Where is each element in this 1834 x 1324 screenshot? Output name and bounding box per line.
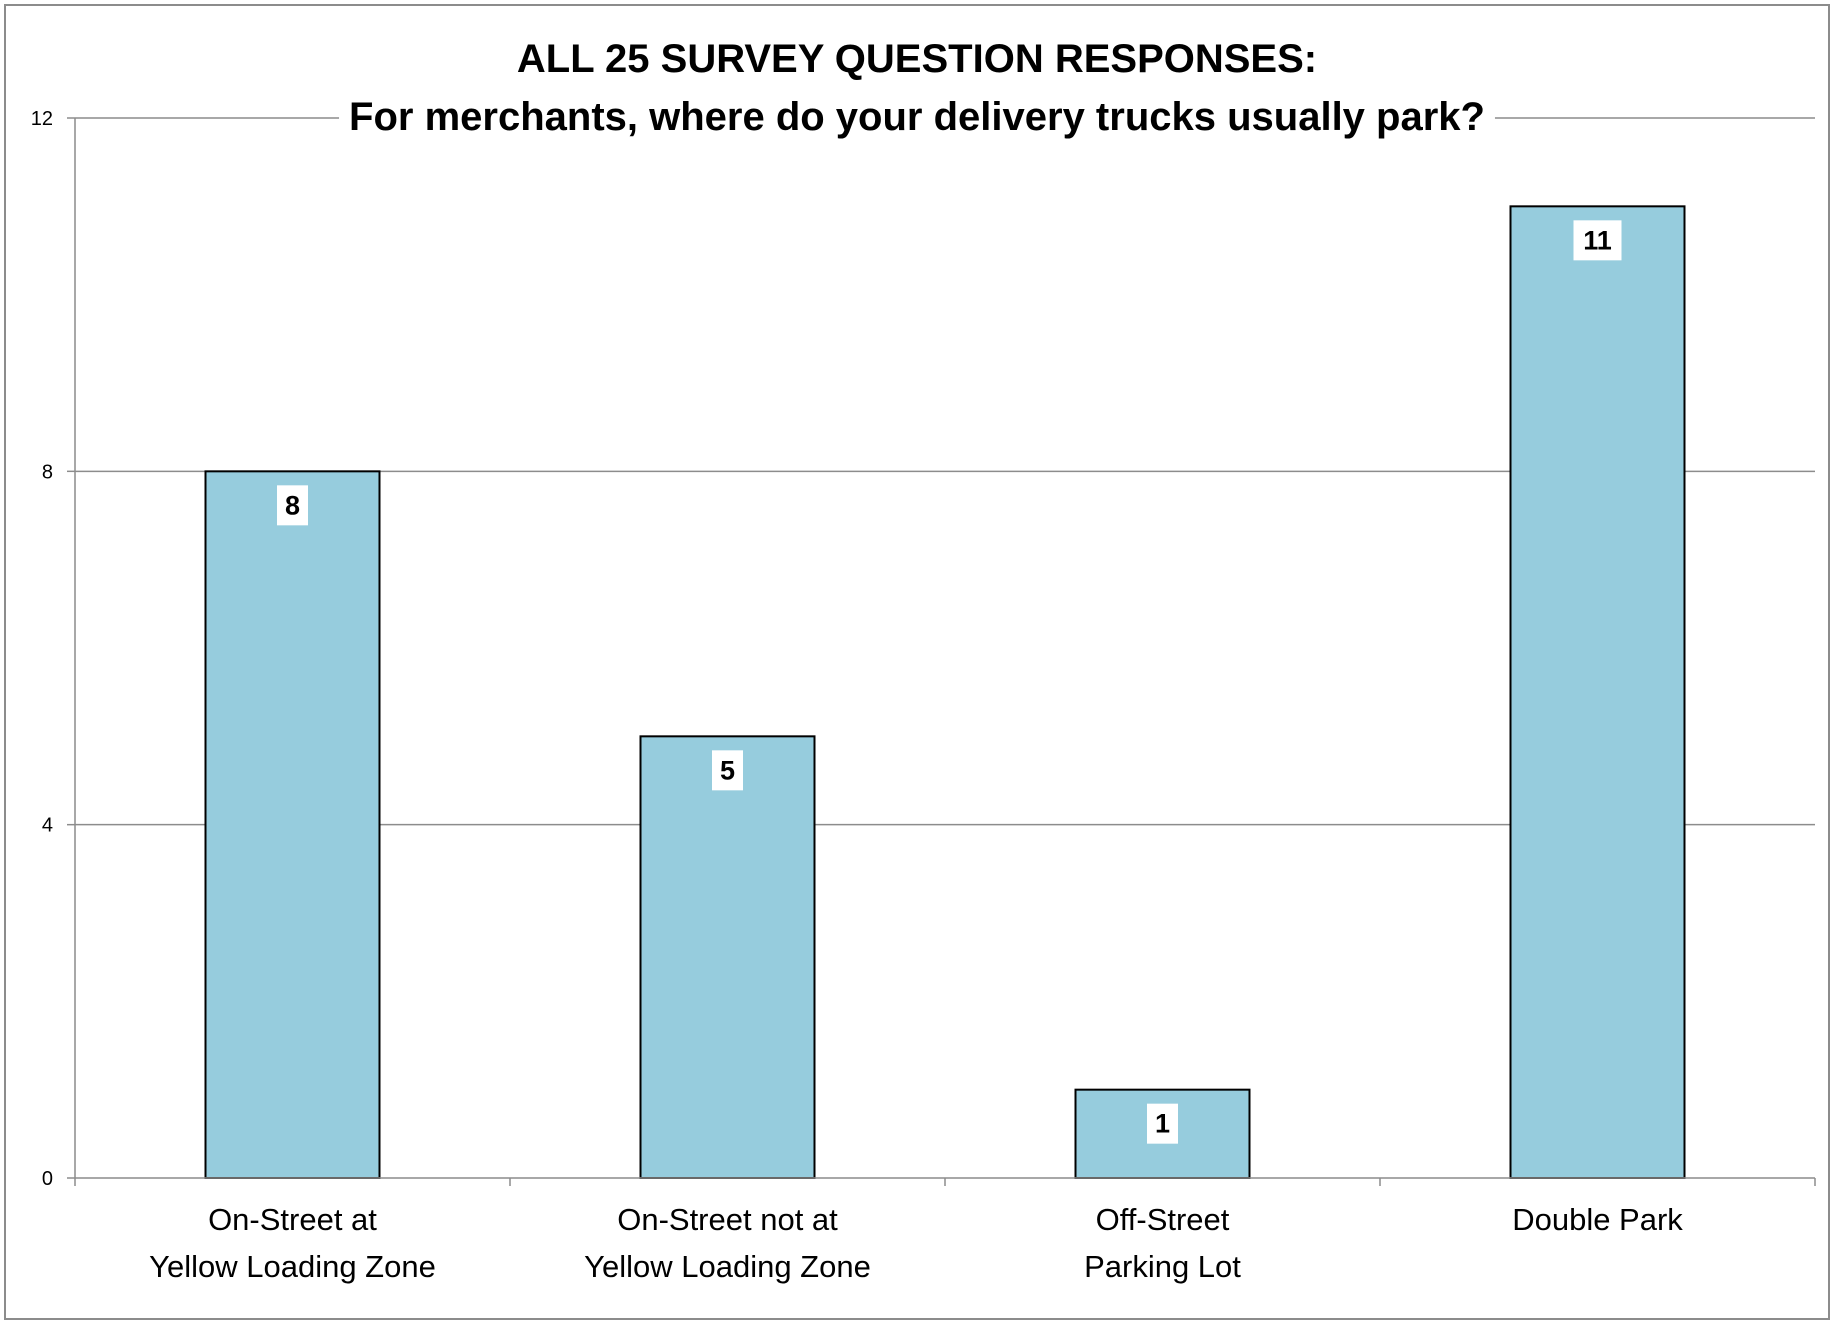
subtitle-background: [339, 95, 1495, 139]
data-label: 8: [285, 490, 300, 520]
data-label: 5: [720, 755, 735, 785]
chart-title: ALL 25 SURVEY QUESTION RESPONSES:: [517, 37, 1317, 81]
data-label: 1: [1155, 1109, 1170, 1139]
bar: [639, 735, 816, 1179]
title-background: [506, 37, 1328, 81]
x-category-label: Off-Street: [1096, 1202, 1230, 1237]
chart-subtitle: For merchants, where do your delivery tr…: [349, 95, 1485, 139]
y-tick-label: 4: [42, 815, 53, 837]
data-label-box: [1147, 1103, 1178, 1144]
x-category-label: Yellow Loading Zone: [149, 1249, 436, 1284]
axes: 0 4 8 12 On-Street at Yellow Loading Zone On-S…: [31, 108, 1816, 1284]
bar: [1509, 205, 1686, 1180]
bar: [204, 470, 381, 1180]
chart-title-group: ALL 25 SURVEY QUESTION RESPONSES: For me…: [339, 37, 1495, 139]
x-category-label: On-Street not at: [617, 1202, 838, 1237]
x-category-label: On-Street at: [208, 1202, 377, 1237]
x-category-label: Parking Lot: [1084, 1249, 1241, 1284]
y-tick-label: 0: [42, 1168, 53, 1190]
y-tick-label: 12: [31, 108, 53, 130]
data-label-box: [277, 485, 308, 526]
bars: [204, 205, 1686, 1180]
x-category-label: Double Park: [1512, 1202, 1683, 1237]
y-tick-label: 8: [42, 461, 53, 483]
data-label: 11: [1583, 225, 1612, 255]
data-label-box: [1573, 220, 1622, 261]
data-label-box: [712, 750, 743, 791]
x-category-label: Yellow Loading Zone: [584, 1249, 871, 1284]
